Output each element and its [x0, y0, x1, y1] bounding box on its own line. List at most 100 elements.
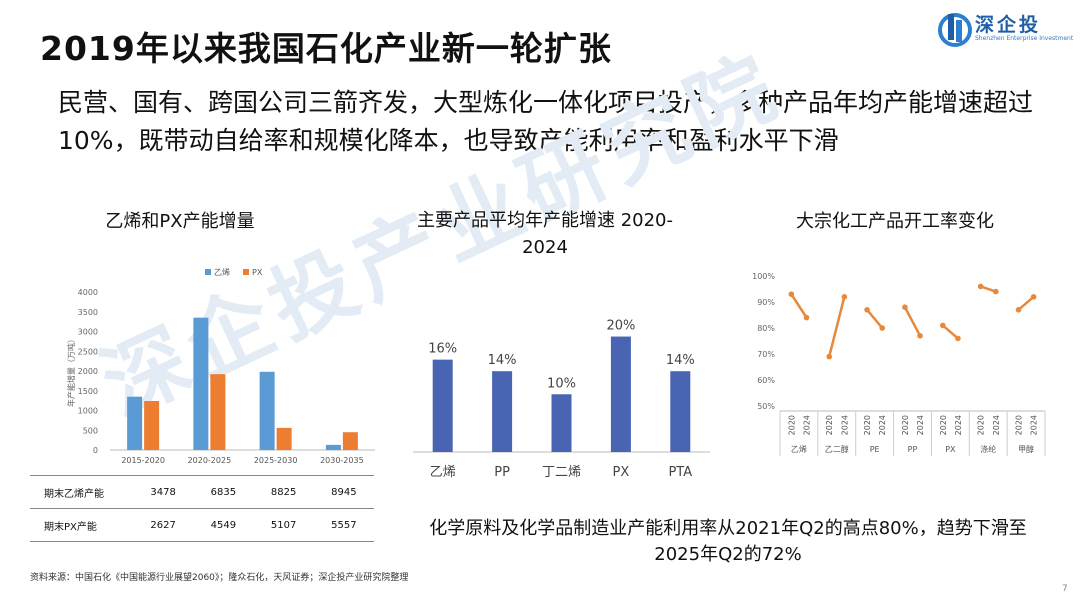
table-cell: 5107 — [253, 508, 314, 542]
x-tick-label: 2015-2020 — [121, 456, 165, 465]
chart2-title: 主要产品平均年产能增速 2020-2024 — [416, 210, 674, 258]
bar — [127, 396, 143, 450]
data-point — [917, 333, 923, 339]
capacity-table: 期末乙烯产能 3478 6835 8825 8945 期末PX产能 2627 4… — [30, 475, 374, 542]
bar — [325, 444, 341, 450]
x-tick-label: 2024 — [1030, 415, 1039, 435]
data-point — [826, 353, 833, 360]
y-tick-label: 4000 — [78, 288, 98, 297]
data-label: 14% — [666, 353, 695, 368]
x-tick-label: 2030-2035 — [320, 456, 364, 465]
chart3-title: 大宗化工产品开工率变化 — [796, 211, 994, 232]
y-tick-label: 50% — [757, 402, 775, 411]
x-tick-label: 乙烯 — [430, 465, 456, 480]
y-axis-label: 年产能增量（万吨） — [66, 335, 76, 407]
x-tick-label: 2020 — [977, 415, 986, 435]
table-row-label: 期末PX产能 — [30, 508, 133, 542]
x-tick-label: PP — [494, 465, 510, 480]
table-cell: 5557 — [313, 508, 374, 542]
data-label: 16% — [428, 342, 457, 357]
x-tick-label: 2020 — [1015, 415, 1024, 435]
y-tick-label: 1000 — [78, 407, 98, 416]
bar — [193, 317, 209, 450]
series-line — [828, 296, 846, 357]
data-label: 20% — [606, 319, 635, 334]
data-point — [1030, 294, 1037, 300]
data-point — [879, 325, 886, 331]
logo-mark-icon — [938, 13, 972, 47]
data-label: 14% — [488, 353, 517, 368]
x-tick-label: 2024 — [992, 415, 1001, 435]
data-point — [788, 291, 795, 297]
data-label: 10% — [547, 376, 576, 391]
data-point — [939, 322, 946, 329]
x-tick-label: 2025-2030 — [254, 456, 298, 465]
legend-swatch — [205, 269, 211, 275]
legend-label: PX — [252, 268, 263, 277]
series-line — [1017, 295, 1035, 311]
y-tick-label: 500 — [83, 426, 98, 435]
series-line — [790, 293, 808, 319]
bar — [670, 371, 691, 452]
chart1-title: 乙烯和PX产能增量 — [105, 211, 255, 232]
x-tick-label: 2020 — [787, 415, 796, 435]
y-tick-label: 3500 — [78, 308, 98, 317]
data-point — [902, 304, 908, 310]
table-cell: 2627 — [133, 508, 194, 542]
x-tick-label: 2020 — [939, 415, 948, 435]
bar — [342, 432, 358, 450]
table-row: 期末PX产能 2627 4549 5107 5557 — [30, 508, 374, 542]
x-tick-label: PTA — [668, 465, 692, 480]
bar — [144, 401, 160, 450]
page-subtitle: 民营、国有、跨国公司三箭齐发，大型炼化一体化项目投产，多种产品年均产能增速超过1… — [58, 88, 1034, 155]
source-note: 资料来源：中国石化《中国能源行业展望2060》；隆众石化，天风证券；深企投产业研… — [30, 573, 409, 583]
group-label: PX — [945, 445, 956, 454]
bar — [210, 374, 226, 450]
logo-name: 深企投 — [975, 14, 1042, 36]
x-tick-label: 丁二烯 — [542, 465, 581, 480]
group-label: 乙烯 — [791, 444, 807, 454]
data-point — [841, 294, 848, 300]
legend-swatch — [243, 269, 249, 275]
chart-ethylene-px-increment: 乙烯 PX 0 500 1000 1500 2000 2500 3000 3500 4000 年产能增… — [66, 267, 375, 465]
y-tick-label: 0 — [93, 446, 98, 455]
x-tick-label: 2024 — [878, 415, 887, 435]
series-line — [903, 306, 922, 337]
x-tick-label: 2024 — [840, 415, 849, 435]
series-line — [866, 309, 884, 329]
legend-label: 乙烯 — [214, 267, 230, 277]
data-point — [803, 314, 810, 321]
data-point — [992, 288, 999, 295]
x-tick-label: 2024 — [803, 415, 812, 435]
y-tick-label: 1500 — [78, 387, 98, 396]
y-tick-label: 60% — [757, 376, 775, 385]
y-tick-label: 2500 — [78, 347, 98, 356]
bar — [259, 371, 275, 450]
table-cell: 4549 — [193, 508, 254, 542]
bar — [610, 336, 631, 452]
data-point — [955, 335, 961, 342]
chart-capacity-growth: 16% 乙烯 14% PP 10% 丁二烯 20% PX 14% PTA — [413, 319, 710, 480]
table-cell: 8945 — [313, 475, 374, 509]
x-tick-label: 2020 — [901, 415, 910, 435]
conclusion-note: 化学原料及化学品制造业产能利用率从2021年Q2的高点80%，趋势下滑至2025… — [429, 518, 1027, 565]
x-tick-label: 2024 — [916, 415, 925, 435]
group-label: 甲醇 — [1018, 444, 1034, 454]
group-label: 乙二醇 — [825, 444, 849, 454]
chart-operating-rate: 50% 60% 70% 80% 90% 100% 2020 2024 乙烯 2020 2024 乙二醇… — [752, 272, 1046, 456]
y-tick-label: 2000 — [78, 367, 98, 376]
series-line — [941, 324, 959, 340]
x-tick-label: 2020-2025 — [188, 456, 232, 465]
x-tick-label: 2020 — [825, 415, 834, 435]
table-cell: 3478 — [133, 475, 194, 509]
x-tick-label: PX — [613, 465, 630, 480]
company-logo: 深企投 Shenzhen Enterprise Investment — [935, 8, 1075, 48]
table-cell: 6835 — [193, 475, 254, 509]
group-label: PP — [908, 445, 918, 454]
bar — [492, 371, 513, 452]
data-point — [977, 283, 984, 290]
y-tick-label: 90% — [757, 298, 775, 307]
group-label: PE — [870, 445, 880, 454]
table-row-label: 期末乙烯产能 — [30, 475, 133, 509]
bar — [551, 394, 572, 452]
